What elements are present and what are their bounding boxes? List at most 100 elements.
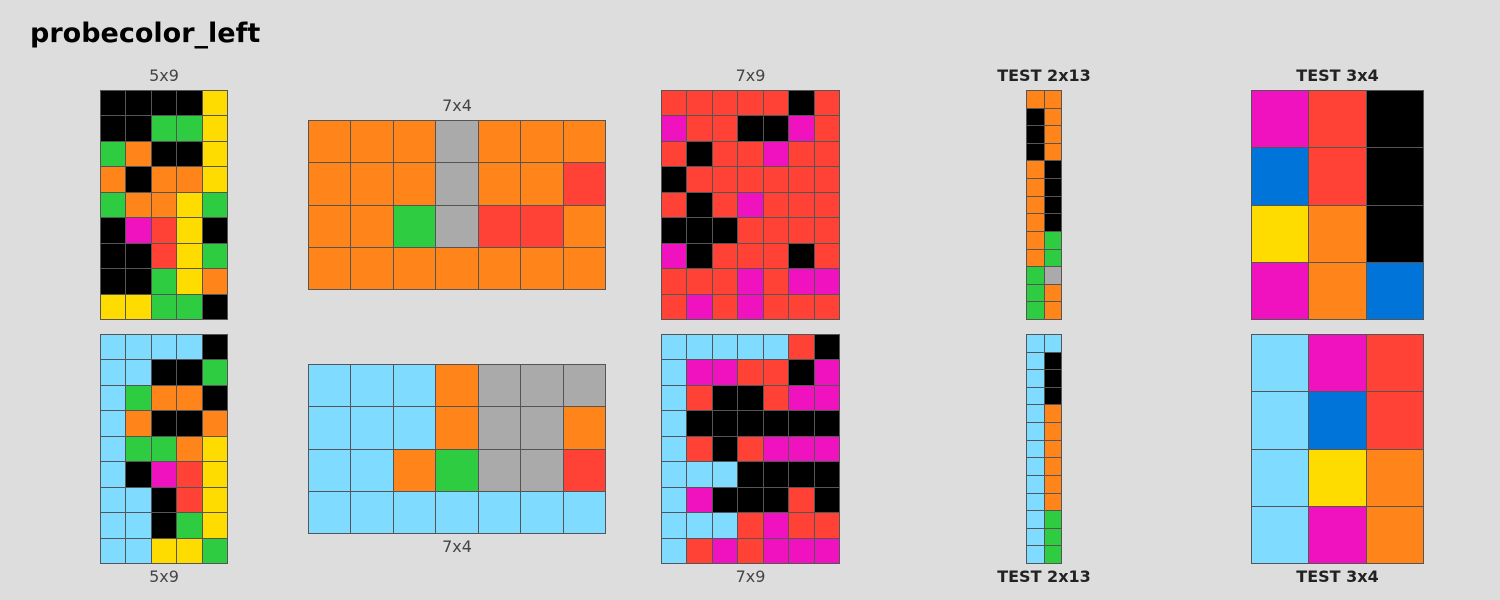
grid-cell (763, 294, 789, 319)
grid-cell (177, 538, 202, 563)
grid-cell (521, 247, 563, 289)
grid-cell (687, 218, 712, 243)
grid-cell (563, 449, 605, 491)
grid-cell (789, 141, 814, 167)
grid-cell (151, 91, 177, 116)
grid-cell (814, 269, 839, 294)
grid-cell (309, 449, 351, 491)
grid-cell (393, 247, 436, 289)
grid-cell (351, 247, 393, 289)
grid-cell (478, 365, 521, 407)
grid-cell (1366, 506, 1423, 563)
grid-cell (126, 436, 151, 462)
grid-cell (521, 121, 563, 163)
grid-cell (436, 205, 478, 247)
grid-cell (151, 462, 177, 487)
grid-cell (177, 141, 202, 167)
grid-cell (151, 243, 177, 269)
grid-cell (202, 538, 227, 563)
grid-cell (814, 436, 839, 462)
grid-cell (101, 243, 126, 269)
grid-cell (101, 360, 126, 385)
grid-cell (151, 538, 177, 563)
grid-cell (1309, 148, 1366, 205)
grid-cell (126, 411, 151, 436)
grid-cell (393, 407, 436, 449)
grid-cell (1044, 214, 1061, 231)
grid-cell (1044, 335, 1061, 352)
grid-label: 5x9 (149, 567, 179, 586)
grid-cell (563, 121, 605, 163)
grid-cell (101, 269, 126, 294)
grid-cell (1366, 262, 1423, 319)
grid-cell (309, 491, 351, 533)
grid-cell (177, 243, 202, 269)
grid-cell (1027, 249, 1044, 267)
grid-cell (177, 218, 202, 243)
grid-cell (1044, 493, 1061, 511)
grid-cell (101, 294, 126, 319)
grid-cell (687, 141, 712, 167)
grid-cell (763, 411, 789, 436)
grid-cell (563, 491, 605, 533)
grid-cell (478, 449, 521, 491)
grid-cell (662, 335, 687, 360)
grid-cell (738, 462, 763, 487)
grid-cell (789, 462, 814, 487)
grid-cell (202, 218, 227, 243)
grid-cell (126, 116, 151, 141)
grid-cell (789, 116, 814, 141)
grid-cell (789, 243, 814, 269)
grid-cell (662, 411, 687, 436)
grid-cell (763, 335, 789, 360)
grid-cell (1027, 475, 1044, 493)
grid-cell (202, 360, 227, 385)
grid-cell (662, 116, 687, 141)
grid-cell (662, 167, 687, 192)
grid-cell (738, 141, 763, 167)
grid-cell (177, 116, 202, 141)
grid-cell (763, 538, 789, 563)
grid-cell (202, 462, 227, 487)
grid-cell (177, 294, 202, 319)
test2-output-grid (1251, 334, 1424, 564)
grid-cell (1027, 161, 1044, 179)
grid-cell (202, 487, 227, 513)
pair1-output-grid (100, 334, 228, 564)
grid-cell (126, 538, 151, 563)
grid-cell (1366, 205, 1423, 262)
grid-cell (151, 294, 177, 319)
grid-cell (151, 411, 177, 436)
grid-cell (1027, 302, 1044, 319)
grid-cell (202, 411, 227, 436)
grid-cell (177, 91, 202, 116)
grid-cell (521, 407, 563, 449)
grid-cell (563, 407, 605, 449)
grid-cell (738, 116, 763, 141)
grid-cell (202, 436, 227, 462)
grid-cell (126, 243, 151, 269)
grid-cell (687, 335, 712, 360)
pair3-output-grid (661, 334, 840, 564)
grid-label: TEST 2x13 (997, 567, 1091, 586)
grid-cell (814, 538, 839, 563)
grid-label: TEST 2x13 (997, 66, 1091, 85)
grid-cell (478, 407, 521, 449)
grid-cell (662, 141, 687, 167)
grid-cell (738, 335, 763, 360)
grid-cell (687, 116, 712, 141)
grid-cell (662, 436, 687, 462)
grid-cell (763, 513, 789, 538)
grid-cell (126, 91, 151, 116)
grid-cell (712, 218, 738, 243)
grid-cell (177, 513, 202, 538)
grid-cell (436, 365, 478, 407)
grid-cell (789, 385, 814, 411)
grid-label: 7x4 (442, 96, 472, 115)
grid-cell (789, 436, 814, 462)
grid-cell (738, 411, 763, 436)
grid-cell (101, 91, 126, 116)
grid-cell (763, 487, 789, 513)
grid-cell (126, 462, 151, 487)
grid-cell (151, 436, 177, 462)
